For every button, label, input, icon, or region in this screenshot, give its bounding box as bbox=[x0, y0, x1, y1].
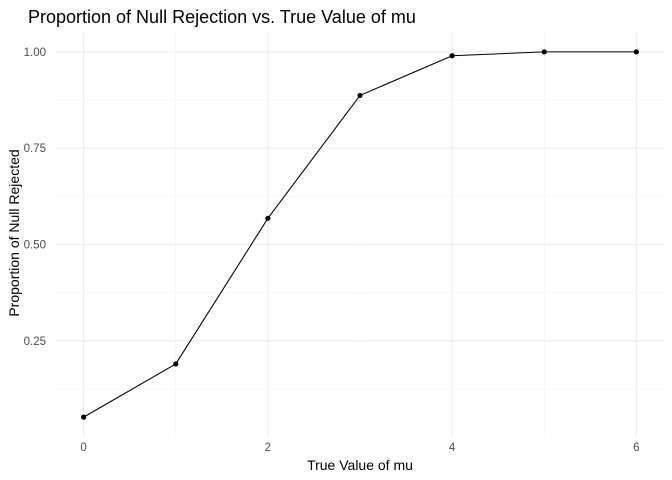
x-tick-labels: 0 2 4 6 bbox=[80, 442, 639, 454]
grid bbox=[56, 33, 664, 436]
data-point bbox=[173, 361, 179, 367]
x-axis-label: True Value of mu bbox=[307, 457, 413, 473]
x-tick-label: 2 bbox=[265, 442, 271, 454]
data-point bbox=[265, 215, 271, 221]
data-point bbox=[357, 92, 363, 99]
y-tick-labels: 0.25 0.50 0.75 1.00 bbox=[24, 47, 46, 348]
series bbox=[81, 49, 639, 420]
x-tick-label: 6 bbox=[633, 442, 639, 454]
data-point bbox=[633, 49, 639, 55]
data-point bbox=[81, 414, 87, 420]
data-point bbox=[449, 53, 455, 59]
y-tick-label: 0.25 bbox=[24, 336, 46, 348]
data-point bbox=[541, 49, 547, 55]
y-axis-label: Proportion of Null Rejected bbox=[6, 149, 22, 316]
x-tick-label: 0 bbox=[80, 442, 86, 454]
chart-title: Proportion of Null Rejection vs. True Va… bbox=[28, 7, 416, 27]
x-tick-label: 4 bbox=[449, 442, 456, 454]
y-tick-label: 0.75 bbox=[24, 143, 46, 155]
y-tick-label: 1.00 bbox=[24, 47, 46, 59]
y-tick-label: 0.50 bbox=[24, 240, 46, 252]
